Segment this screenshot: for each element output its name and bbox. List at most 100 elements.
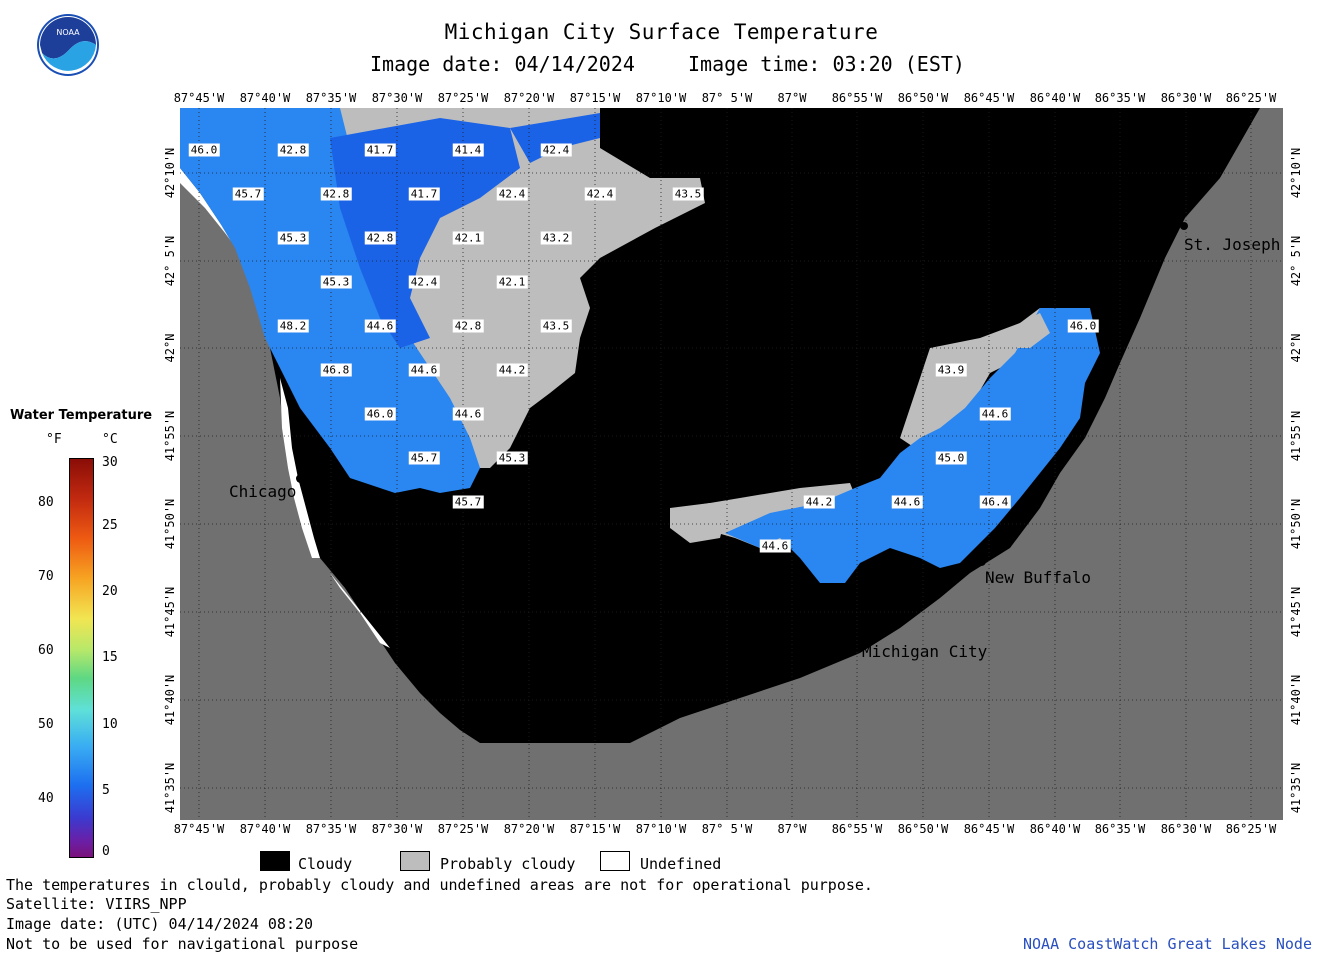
latitude-label: 41°35'N	[1289, 762, 1303, 814]
map-frame	[180, 108, 1283, 820]
latitude-label: 41°45'N	[163, 586, 177, 638]
latitude-label: 41°40'N	[163, 674, 177, 726]
latitude-label: 41°55'N	[163, 410, 177, 462]
latitude-label: 42°N	[1289, 333, 1303, 363]
colorbar-title: Water Temperature	[10, 408, 153, 423]
longitude-label: 86°45'W	[963, 822, 1015, 836]
undefined-edge	[180, 168, 240, 253]
longitude-labels-top: 87°45'W 87°40'W 87°35'W 87°30'W 87°25'W 87°20…	[0, 91, 1323, 107]
longitude-label: 87°30'W	[371, 91, 423, 105]
image-time: Image time: 03:20 (EST)	[688, 52, 965, 76]
colorbar-c-tick: 20	[102, 584, 118, 599]
latitude-label: 41°40'N	[1289, 674, 1303, 726]
latitude-label: 41°50'N	[163, 498, 177, 550]
sst-region-west	[180, 108, 480, 493]
city-label-chicago: Chicago	[229, 482, 297, 501]
longitude-label: 86°55'W	[831, 91, 883, 105]
longitude-label: 87° 5'W	[701, 822, 753, 836]
longitude-label: 87°35'W	[305, 822, 357, 836]
legend-cloudy-swatch	[260, 851, 290, 871]
colorbar-c-tick: 25	[102, 518, 118, 533]
colorbar-c-tick: 15	[102, 650, 118, 665]
colorbar-f-tick: 60	[38, 643, 54, 658]
colorbar-c-tick: 0	[102, 844, 110, 859]
colorbar-f-tick: 70	[38, 569, 54, 584]
longitude-label: 87°40'W	[239, 822, 291, 836]
colorbar-f-tick: 50	[38, 717, 54, 732]
longitude-label: 86°35'W	[1094, 91, 1146, 105]
longitude-label: 87°20'W	[503, 91, 555, 105]
longitude-label: 87°45'W	[173, 91, 225, 105]
latitude-labels-right: 42°10'N 42° 5'N 42°N 41°55'N 41°50'N 41°45'N 4…	[1286, 108, 1306, 820]
footer-disclaimer: The temperatures in clould, probably clo…	[6, 876, 873, 894]
latitude-label: 41°50'N	[1289, 498, 1303, 550]
sst-region-east	[725, 308, 1100, 583]
noaa-logo: NOAA	[36, 13, 100, 77]
image-date: Image date: 04/14/2024	[370, 52, 635, 76]
map-title: Michigan City Surface Temperature	[444, 20, 879, 44]
latitude-label: 42° 5'N	[1289, 235, 1303, 287]
footer-credit: NOAA CoastWatch Great Lakes Node	[1023, 935, 1312, 953]
longitude-label: 87°W	[777, 91, 807, 105]
colorbar-f-tick: 80	[38, 495, 54, 510]
longitude-label: 86°30'W	[1160, 822, 1212, 836]
grid-lines	[180, 108, 1283, 820]
longitude-label: 87° 5'W	[701, 91, 753, 105]
latitude-label: 42°10'N	[1289, 147, 1303, 199]
colorbar-f-tick: 40	[38, 791, 54, 806]
latitude-label: 41°55'N	[1289, 410, 1303, 462]
longitude-label: 87°20'W	[503, 822, 555, 836]
colorbar-c-tick: 30	[102, 455, 118, 470]
noaa-logo-icon: NOAA	[37, 14, 99, 76]
longitude-label: 86°30'W	[1160, 91, 1212, 105]
svg-text:NOAA: NOAA	[56, 28, 80, 37]
legend-undefined-swatch	[600, 851, 630, 871]
longitude-label: 86°25'W	[1225, 822, 1277, 836]
city-dot-st-joseph	[1180, 222, 1188, 230]
longitude-label: 86°50'W	[897, 822, 949, 836]
colorbar-unit-c: °C	[102, 432, 118, 447]
colorbar-c-tick: 5	[102, 783, 110, 798]
city-dot-michigan-city	[857, 630, 865, 638]
colorbar	[69, 458, 94, 858]
map-canvas	[180, 108, 1283, 820]
city-label-st-joseph: St. Joseph	[1184, 235, 1281, 254]
colorbar-unit-f: °F	[46, 432, 62, 447]
longitude-label: 87°15'W	[569, 91, 621, 105]
legend-cloudy-label: Cloudy	[298, 855, 353, 873]
longitude-label: 87°10'W	[635, 822, 687, 836]
longitude-label: 86°55'W	[831, 822, 883, 836]
footer-image-date: Image date: (UTC) 04/14/2024 08:20	[6, 915, 314, 933]
longitude-label: 86°25'W	[1225, 91, 1277, 105]
longitude-label: 86°40'W	[1029, 91, 1081, 105]
longitude-label: 87°10'W	[635, 91, 687, 105]
latitude-label: 42°N	[163, 333, 177, 363]
longitude-label: 87°W	[777, 822, 807, 836]
city-label-new-buffalo: New Buffalo	[985, 568, 1091, 587]
longitude-label: 87°45'W	[173, 822, 225, 836]
longitude-label: 86°45'W	[963, 91, 1015, 105]
latitude-label: 42°10'N	[163, 147, 177, 199]
longitude-label: 86°35'W	[1094, 822, 1146, 836]
longitude-label: 87°30'W	[371, 822, 423, 836]
legend-probably-cloudy-label: Probably cloudy	[440, 855, 576, 873]
footer-navigation-warning: Not to be used for navigational purpose	[6, 935, 359, 953]
longitude-label: 87°25'W	[437, 822, 489, 836]
city-label-michigan-city: Michigan City	[862, 642, 988, 661]
longitude-label: 87°35'W	[305, 91, 357, 105]
city-dot-chicago	[296, 474, 305, 483]
footer-satellite: Satellite: VIIRS_NPP	[6, 895, 187, 913]
legend-undefined-label: Undefined	[640, 855, 722, 873]
longitude-label: 86°50'W	[897, 91, 949, 105]
latitude-labels-left: 42°10'N 42° 5'N 42°N 41°55'N 41°50'N 41°45'N 4…	[160, 108, 180, 820]
latitude-label: 41°45'N	[1289, 586, 1303, 638]
longitude-label: 87°25'W	[437, 91, 489, 105]
latitude-label: 41°35'N	[163, 762, 177, 814]
longitude-label: 87°40'W	[239, 91, 291, 105]
longitude-label: 87°15'W	[569, 822, 621, 836]
city-dot-new-buffalo	[977, 557, 986, 566]
latitude-label: 42° 5'N	[163, 235, 177, 287]
colorbar-c-tick: 10	[102, 717, 118, 732]
legend-probably-cloudy-swatch	[400, 851, 430, 871]
longitude-labels-bottom: 87°45'W 87°40'W 87°35'W 87°30'W 87°25'W 87°20…	[0, 822, 1323, 838]
